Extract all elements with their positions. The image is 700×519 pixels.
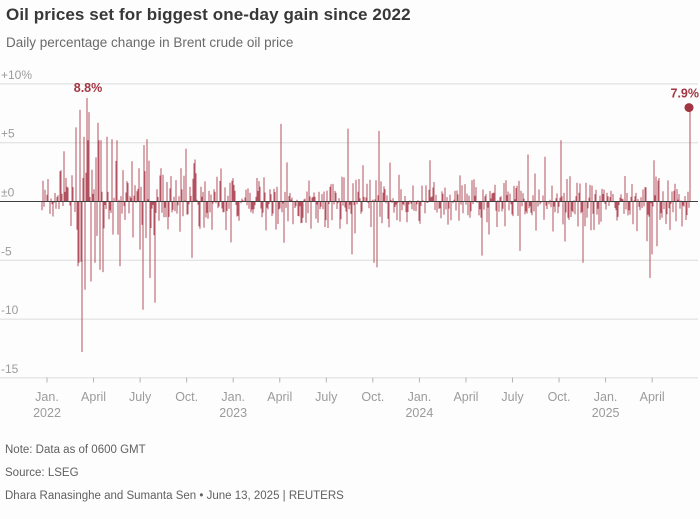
y-tick-label: -5 [1,244,12,258]
annotation-label: 8.8% [74,81,103,95]
x-tick-label: July [501,390,524,404]
x-tick-label: Jan. [408,390,432,404]
y-tick-label: +5 [1,127,15,141]
y-gridlines [0,83,698,379]
latest-point-dot [684,103,694,113]
x-tick-label: April [267,390,292,404]
x-tick-label: Oct. [361,390,384,404]
footer-byline: Dhara Ranasinghe and Sumanta Sen • June … [5,490,344,502]
x-axis [46,377,653,383]
x-tick-label: Jan. [35,390,59,404]
annotations: 8.8% 7.9% [74,81,700,113]
x-tick-year-label: 2023 [219,406,247,420]
x-tick-year-label: 2022 [33,406,61,420]
x-tick-label: July [315,390,338,404]
y-tick-label: -10 [1,303,19,317]
y-axis-labels: +10% +5 ±0 -5 -10 -15 [1,68,32,376]
x-tick-label: Jan. [594,390,618,404]
footer-note: Note: Data as of 0600 GMT [5,444,146,456]
bars-series [41,98,691,352]
x-tick-label: July [129,390,152,404]
annotation-label: 7.9% [671,87,700,101]
x-tick-label: April [640,390,665,404]
page-title: Oil prices set for biggest one-day gain … [6,5,411,24]
footer-source: Source: LSEG [5,467,79,479]
x-tick-label: April [81,390,106,404]
y-tick-label: -15 [1,362,19,376]
y-tick-label: ±0 [1,186,15,200]
x-tick-label: Oct. [175,390,198,404]
x-tick-label: Jan. [221,390,245,404]
x-axis-labels: Jan. 2022 April July Oct. Jan. 2023 April July Oc… [33,390,665,420]
chart-footer: Note: Data as of 0600 GMT Source: LSEG D… [5,439,344,508]
x-tick-label: April [453,390,478,404]
x-tick-year-label: 2025 [592,406,620,420]
x-tick-label: Oct. [548,390,571,404]
y-tick-label: +10% [1,68,32,82]
x-tick-year-label: 2024 [405,406,433,420]
bar-path [41,98,691,352]
page-subtitle: Daily percentage change in Brent crude o… [6,35,294,50]
